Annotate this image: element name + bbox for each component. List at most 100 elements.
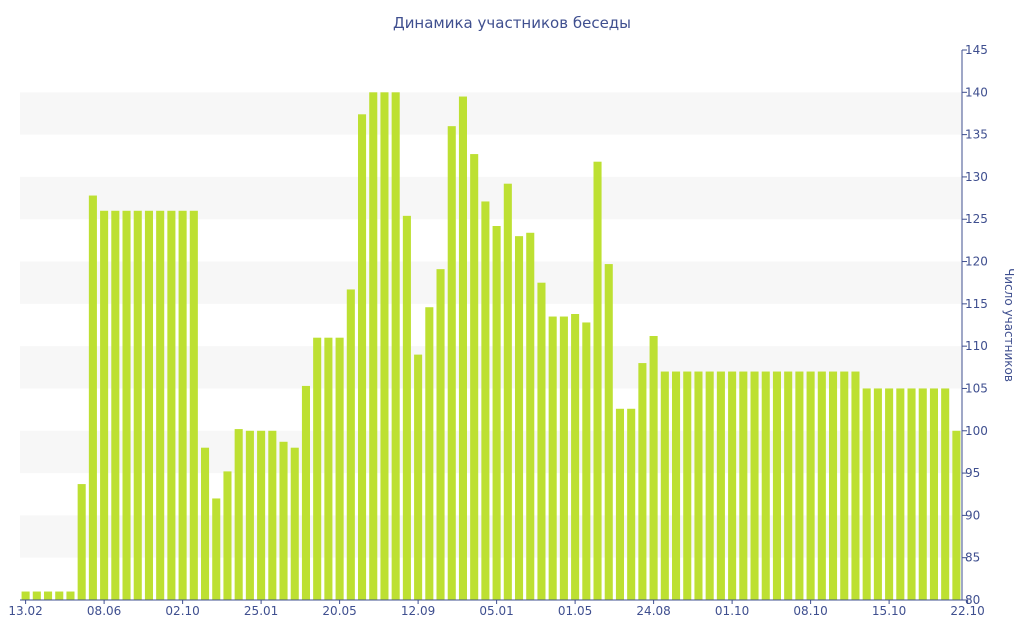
y-axis-label: Число участников [1002,268,1016,382]
y-tick-label: 85 [965,551,980,565]
bar [739,371,748,600]
bar [548,316,557,600]
bar [514,236,524,600]
y-ticks: 80 85 90 95 100 105 110 115 120 125 130 135 140 145 [962,43,988,607]
bar [212,498,221,600]
x-tick-label: 02.10 [165,604,199,618]
bar [772,371,782,600]
x-tick-label: 01.10 [715,604,749,618]
x-tick-label: 22.10 [950,604,984,618]
bar [537,282,546,600]
x-ticks: 13.02 08.06 02.10 25.01 20.05 12.09 05.01 01.05… [8,600,985,618]
y-tick-label: 120 [965,255,988,269]
y-tick-label: 135 [965,128,988,142]
x-tick-label: 13.02 [8,604,42,618]
bar [66,591,75,600]
bar [683,371,692,600]
x-tick-label: 25.01 [244,604,278,618]
y-tick-label: 90 [965,508,980,522]
bar [784,371,793,600]
y-tick-label: 140 [965,85,988,99]
bar [582,322,591,600]
y-tick-label: 95 [965,466,980,480]
grid-band [20,346,962,389]
bar [167,210,176,600]
bar [896,388,905,600]
bar [55,591,64,600]
bar [447,126,456,601]
grid-bands [20,92,962,558]
x-tick-label: 24.08 [636,604,670,618]
y-tick-label: 110 [965,339,988,353]
bar [649,336,658,600]
x-tick-label: 08.06 [87,604,121,618]
bar [907,388,916,600]
bar [929,388,939,600]
bars [21,92,961,601]
bar [952,430,961,600]
bar [77,484,86,600]
y-tick-label: 80 [965,593,980,607]
x-tick-label: 12.09 [401,604,435,618]
bar [941,388,950,600]
bar [189,210,198,600]
grid-band [20,92,962,135]
bar [559,316,568,600]
bar [380,92,389,601]
bar [425,307,434,600]
bar [414,354,423,600]
y-tick-label: 115 [965,297,988,311]
bar [458,96,468,601]
x-tick-label: 08.10 [793,604,827,618]
bar [313,337,322,600]
bar [290,447,299,600]
bar [828,371,838,600]
x-tick-label: 20.05 [322,604,356,618]
bar [335,337,344,600]
bar [481,201,490,600]
bar [369,92,378,601]
bar [43,591,53,600]
bar [324,337,333,600]
bar [862,388,871,600]
x-tick-label: 15.10 [872,604,906,618]
bar [817,371,826,600]
bar [133,210,142,600]
bar [245,430,254,600]
bar [21,591,30,600]
bar [357,114,367,601]
bar [178,210,187,600]
bar [694,371,703,600]
bar [716,371,725,600]
bar [301,385,311,600]
bar [604,264,613,600]
x-tick-label: 05.01 [479,604,513,618]
bar [503,183,512,600]
y-tick-label: 100 [965,424,988,438]
bar [100,210,109,600]
bar [918,388,927,600]
y-tick-label: 105 [965,381,988,395]
bar [470,154,479,601]
x-tick-label: 01.05 [558,604,592,618]
bar [615,408,625,600]
grid-band [20,430,962,474]
bar [156,210,165,600]
bar [88,195,97,601]
bar [279,441,288,600]
bar [144,210,154,600]
bar [436,269,445,600]
bar [851,371,860,600]
bar [391,92,400,601]
bar [492,226,501,600]
bar [593,161,602,600]
bar [223,471,232,600]
bar [234,429,243,600]
bar [32,591,41,600]
grid-band [20,515,962,558]
bar [111,210,120,600]
y-tick-label: 130 [965,170,988,184]
bar [346,289,355,600]
bar [806,371,815,600]
bar [750,371,759,600]
